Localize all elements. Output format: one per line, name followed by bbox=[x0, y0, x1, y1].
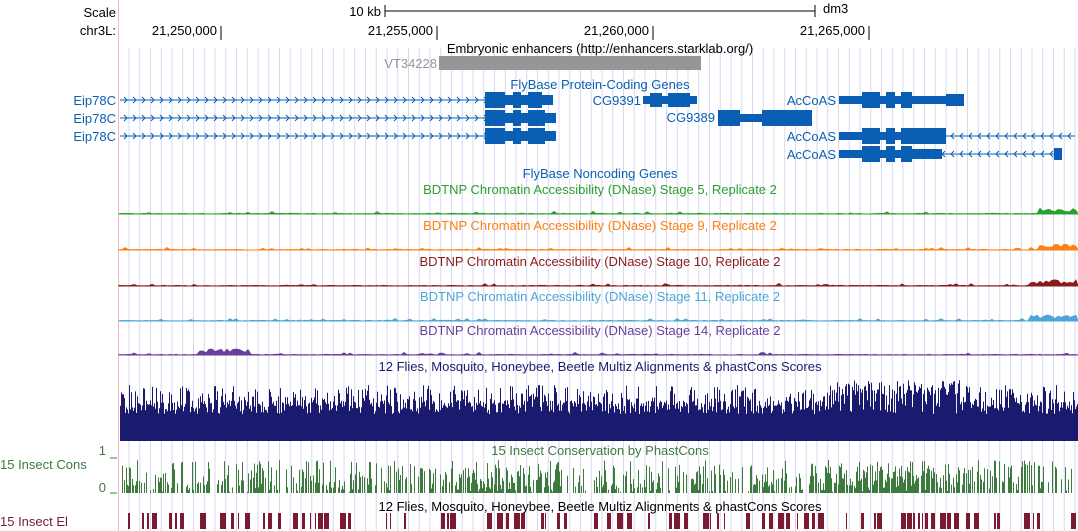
chrom-label: chr3L: bbox=[80, 23, 116, 38]
dnase-signal-1 bbox=[118, 243, 1078, 251]
background-gridlines bbox=[128, 48, 1076, 531]
gene-cg9391[interactable] bbox=[643, 93, 697, 107]
elements-side-label[interactable]: 15 Insect El bbox=[0, 514, 68, 529]
gene-label-cg9389[interactable]: CG9389 bbox=[667, 110, 715, 125]
ruler-tick-label-2: 21,260,000 bbox=[584, 23, 649, 38]
protein-coding-track-title: FlyBase Protein-Coding Genes bbox=[510, 77, 690, 92]
base-position-ruler[interactable]: Scale 10 kb dm3 chr3L: 21,250,000 21,255,… bbox=[80, 1, 870, 40]
assembly-label: dm3 bbox=[823, 1, 848, 16]
gene-eip78c-1[interactable] bbox=[120, 92, 553, 108]
conserved-element-blocks bbox=[128, 513, 1076, 529]
gene-cg9389[interactable] bbox=[718, 110, 812, 126]
noncoding-track-title: FlyBase Noncoding Genes bbox=[523, 166, 678, 181]
phastcons-side-label[interactable]: 15 Insect Cons bbox=[0, 457, 87, 472]
enhancer-vt34228[interactable] bbox=[439, 56, 701, 70]
dnase-stage11-title: BDTNP Chromatin Accessibility (DNase) St… bbox=[420, 289, 780, 304]
scale-label: Scale bbox=[83, 5, 116, 20]
phastcons-min-label: 0 bbox=[99, 480, 106, 495]
gene-label-accoas-1[interactable]: AcCoAS bbox=[787, 93, 836, 108]
ruler-tick-label-3: 21,265,000 bbox=[800, 23, 865, 38]
dnase-signal-2 bbox=[118, 279, 1078, 287]
gene-label-accoas-2[interactable]: AcCoAS bbox=[787, 129, 836, 144]
ruler-ticks: 21,250,000 21,255,000 21,260,000 21,265,000 bbox=[152, 23, 870, 40]
gene-accoas-2[interactable] bbox=[839, 128, 1075, 144]
phastcons-track[interactable]: 15 Insect Conservation by PhastCons 15 I… bbox=[0, 443, 1072, 495]
dnase-stage5-title: BDTNP Chromatin Accessibility (DNase) St… bbox=[423, 182, 777, 197]
ruler-tick-label-0: 21,250,000 bbox=[152, 23, 217, 38]
gene-label-accoas-3[interactable]: AcCoAS bbox=[787, 147, 836, 162]
phastcons-bars bbox=[122, 460, 1072, 493]
multiz-conservation-bars bbox=[120, 380, 1078, 441]
conserved-elements-track[interactable]: 12 Flies, Mosquito, Honeybee, Beetle Mul… bbox=[0, 499, 1076, 529]
enhancer-vt34228-label: VT34228 bbox=[384, 56, 437, 71]
gene-eip78c-3[interactable] bbox=[120, 128, 556, 144]
multiz-track-title: 12 Flies, Mosquito, Honeybee, Beetle Mul… bbox=[379, 359, 822, 374]
scale-bar-label: 10 kb bbox=[349, 4, 381, 19]
protein-coding-gene-track[interactable]: FlyBase Protein-Coding Genes Eip78C Eip7… bbox=[73, 77, 1075, 162]
dnase-signals bbox=[118, 207, 1078, 356]
gene-label-cg9391[interactable]: CG9391 bbox=[593, 93, 641, 108]
enhancer-track[interactable]: Embryonic enhancers (http://enhancers.st… bbox=[384, 41, 753, 71]
dnase-signal-0 bbox=[118, 207, 1078, 215]
dnase-stage14-title: BDTNP Chromatin Accessibility (DNase) St… bbox=[419, 323, 780, 338]
dnase-stage10-title: BDTNP Chromatin Accessibility (DNase) St… bbox=[419, 254, 780, 269]
gene-label-eip78c-2[interactable]: Eip78C bbox=[73, 111, 116, 126]
dnase-tracks[interactable]: BDTNP Chromatin Accessibility (DNase) St… bbox=[118, 182, 1078, 356]
dnase-stage9-title: BDTNP Chromatin Accessibility (DNase) St… bbox=[423, 218, 777, 233]
multiz-track[interactable]: 12 Flies, Mosquito, Honeybee, Beetle Mul… bbox=[120, 359, 1078, 441]
enhancer-track-title: Embryonic enhancers (http://enhancers.st… bbox=[447, 41, 753, 56]
gene-accoas-1[interactable] bbox=[839, 92, 964, 108]
phastcons-track-title: 15 Insect Conservation by PhastCons bbox=[491, 443, 709, 458]
dnase-signal-4 bbox=[118, 348, 1078, 356]
elements-track-title: 12 Flies, Mosquito, Honeybee, Beetle Mul… bbox=[379, 499, 822, 514]
gene-label-eip78c-3[interactable]: Eip78C bbox=[73, 129, 116, 144]
phastcons-max-label: 1 bbox=[99, 443, 106, 458]
gene-accoas-3[interactable] bbox=[839, 146, 1062, 162]
gene-label-eip78c-1[interactable]: Eip78C bbox=[73, 93, 116, 108]
ruler-tick-label-1: 21,255,000 bbox=[368, 23, 433, 38]
dnase-signal-3 bbox=[118, 314, 1078, 322]
gene-eip78c-2[interactable] bbox=[120, 110, 556, 126]
